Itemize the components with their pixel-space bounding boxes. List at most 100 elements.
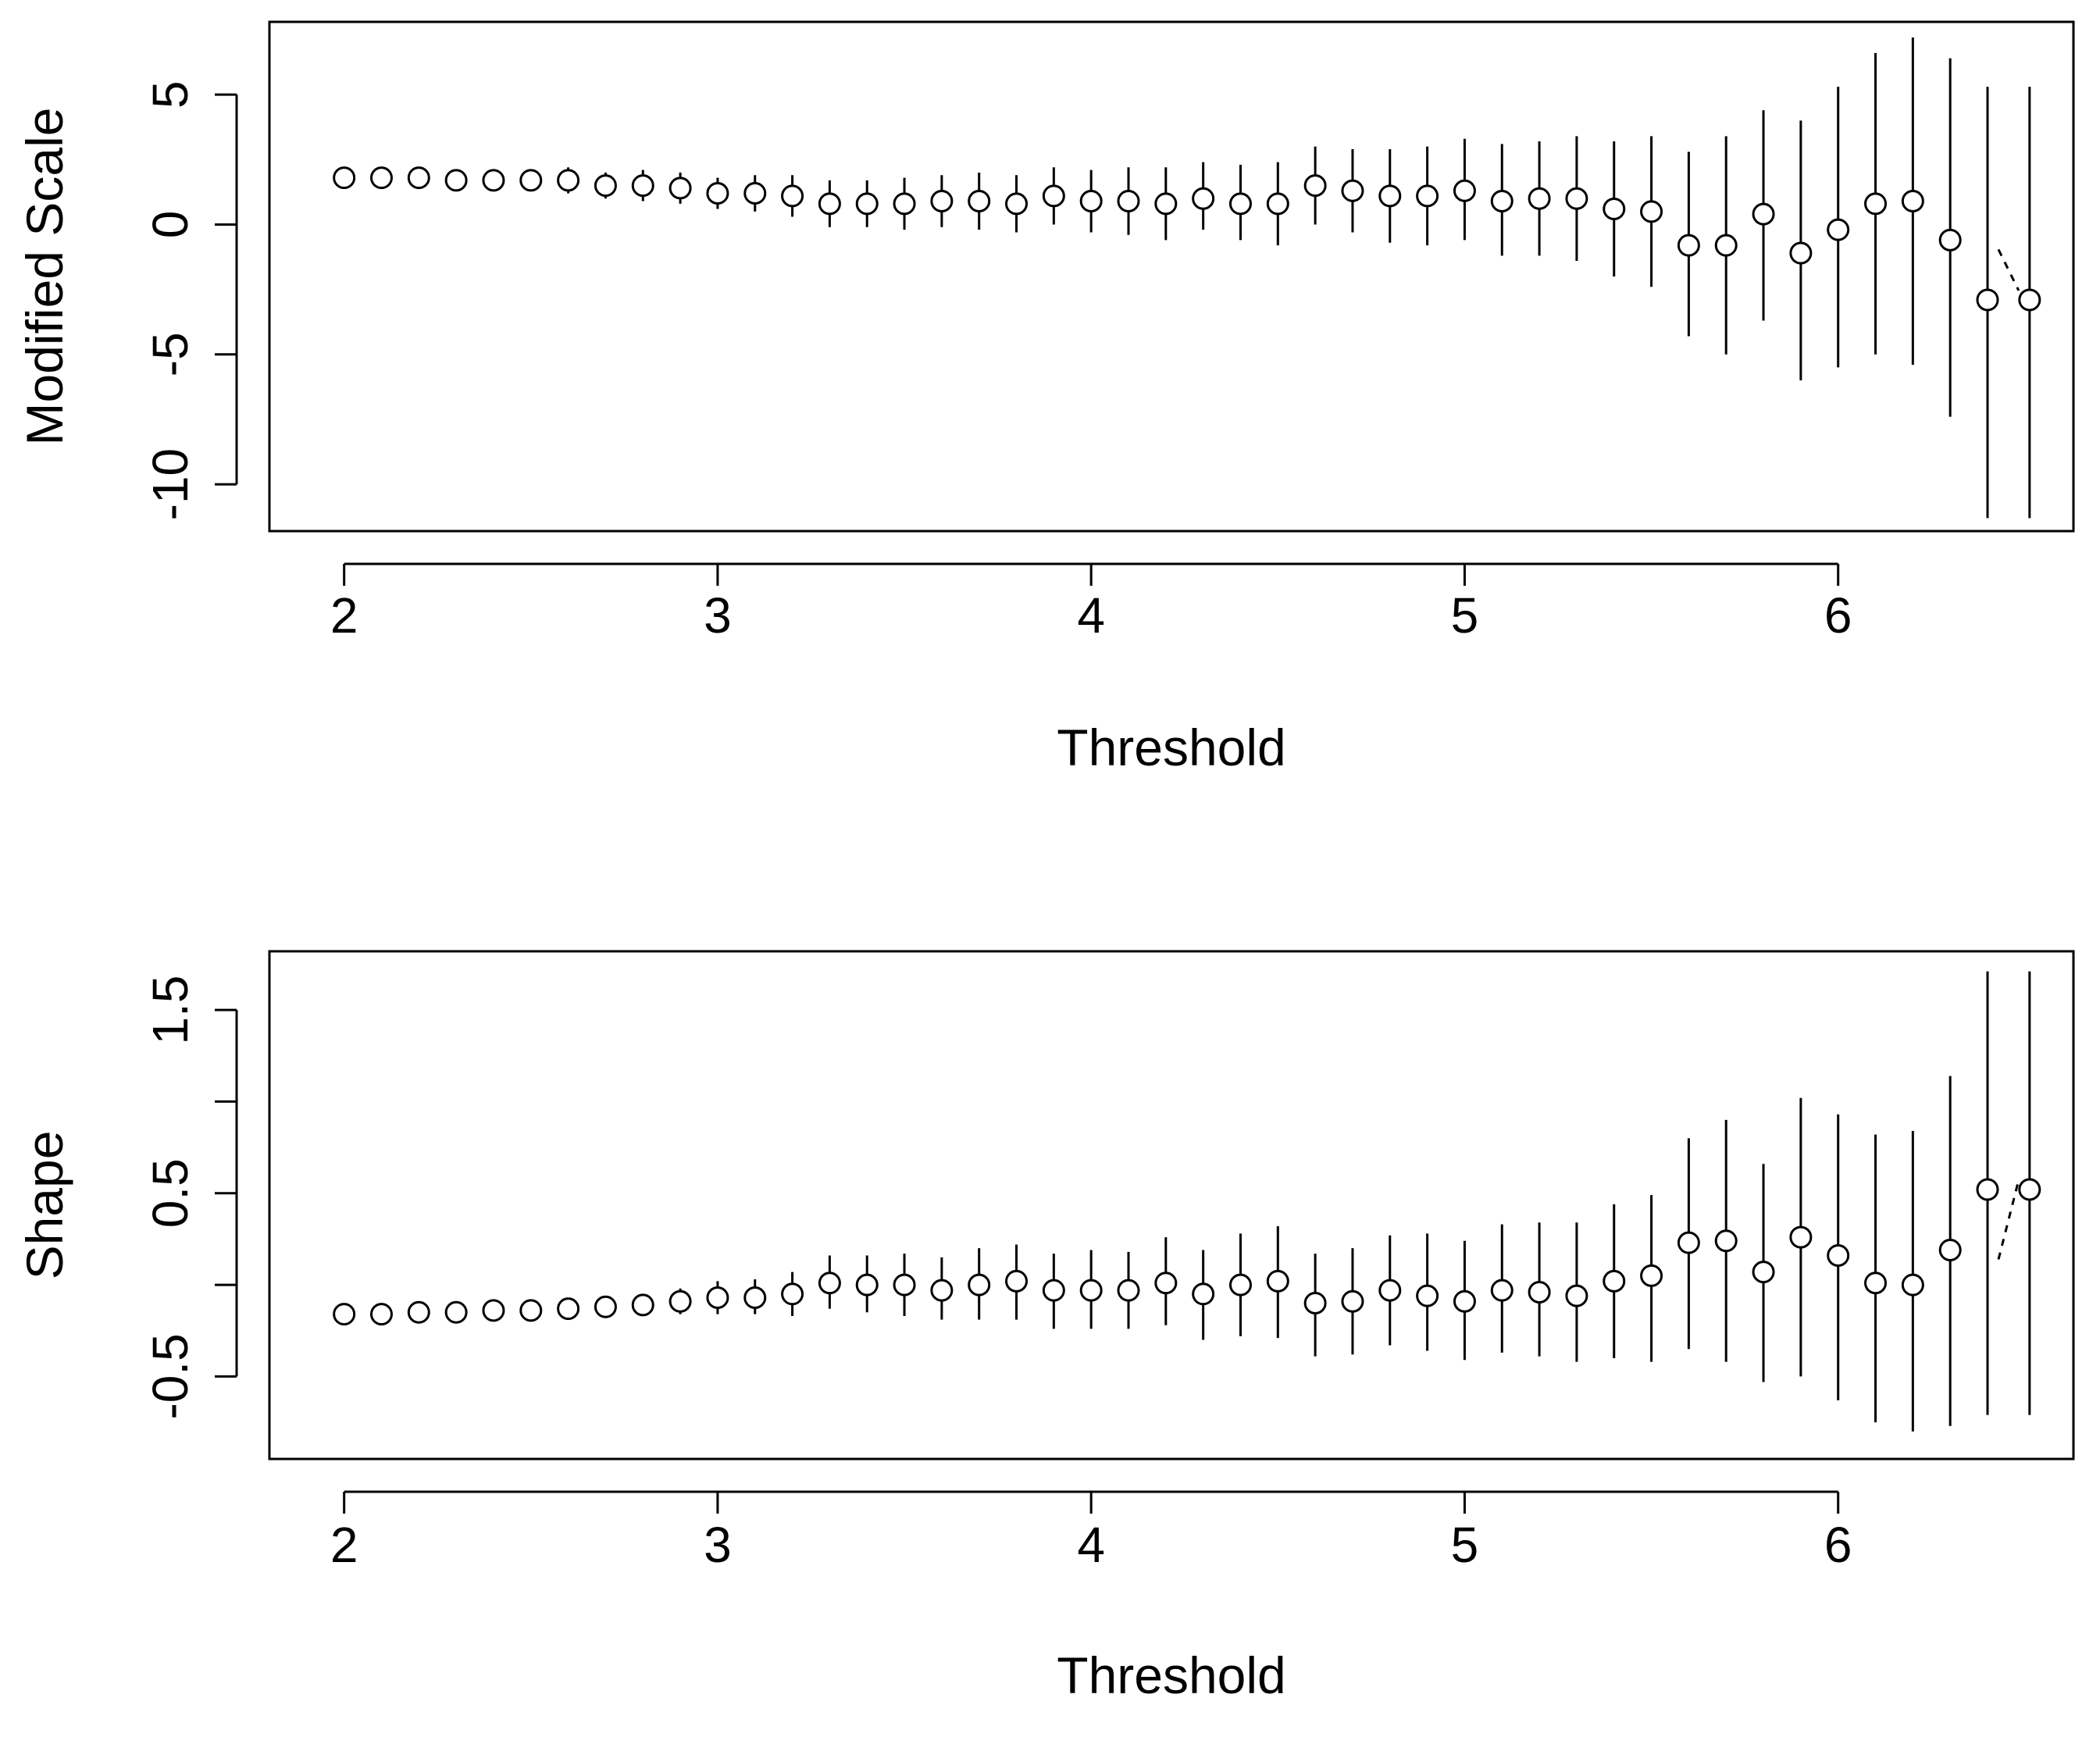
- y-tick-label: 1.5: [142, 976, 198, 1045]
- data-point: [1228, 1273, 1252, 1297]
- data-point: [519, 1299, 543, 1322]
- data-point: [1752, 1261, 1775, 1284]
- data-point: [893, 192, 916, 216]
- data-point: [669, 1289, 692, 1313]
- data-point: [444, 169, 468, 192]
- data-point: [1117, 190, 1140, 213]
- data-point: [1901, 190, 1924, 213]
- data-point: [1490, 190, 1513, 213]
- y-tick-label: 0.5: [142, 1158, 198, 1228]
- data-point: [1266, 192, 1289, 216]
- data-point: [1303, 1292, 1327, 1315]
- data-point: [1714, 1229, 1738, 1253]
- data-point: [930, 1279, 954, 1302]
- data-point: [1603, 198, 1626, 221]
- data-point: [2018, 288, 2041, 312]
- data-point: [1938, 1238, 1962, 1261]
- data-point: [855, 192, 879, 216]
- data-point: [1677, 1231, 1700, 1254]
- data-point: [2018, 1178, 2041, 1201]
- data-point: [743, 1286, 767, 1310]
- x-tick-label: 4: [1077, 1517, 1105, 1573]
- data-point: [557, 1297, 580, 1321]
- data-point: [1752, 202, 1775, 226]
- data-point: [557, 169, 580, 192]
- data-point: [1005, 1269, 1029, 1293]
- data-point: [1303, 174, 1327, 198]
- data-point: [1714, 234, 1738, 257]
- data-point: [893, 1273, 916, 1297]
- data-point: [1453, 1289, 1476, 1313]
- data-point: [369, 1303, 393, 1326]
- data-point: [1341, 1289, 1364, 1313]
- data-point: [482, 1299, 505, 1322]
- data-point: [1154, 192, 1178, 216]
- data-point: [1789, 241, 1813, 265]
- data-point: [1042, 184, 1065, 208]
- x-tick-label: 2: [330, 1517, 358, 1573]
- data-point: [1192, 1282, 1215, 1306]
- data-point: [1565, 1284, 1588, 1307]
- data-point: [1490, 1279, 1513, 1302]
- data-point: [1901, 1273, 1924, 1297]
- data-point: [1416, 1284, 1439, 1307]
- x-axis-title: Threshold: [1057, 719, 1286, 776]
- x-tick-label: 6: [1824, 1517, 1852, 1573]
- data-point: [1378, 1279, 1402, 1302]
- data-point: [1565, 187, 1588, 210]
- data-point: [781, 1282, 804, 1306]
- data-point: [407, 166, 430, 190]
- y-tick-label: 5: [142, 80, 198, 109]
- y-tick-label: -0.5: [142, 1333, 198, 1419]
- data-point: [743, 182, 767, 205]
- data-point: [444, 1300, 468, 1324]
- dashed-connector: [1997, 248, 2020, 291]
- data-point: [1341, 179, 1364, 202]
- x-axis-title: Threshold: [1057, 1646, 1286, 1704]
- data-point: [594, 174, 617, 198]
- data-point: [631, 174, 654, 198]
- data-point: [1154, 1272, 1178, 1295]
- data-point: [818, 1272, 841, 1295]
- data-point: [855, 1273, 879, 1297]
- data-point: [706, 182, 729, 205]
- data-point: [1603, 1269, 1626, 1293]
- data-point: [781, 184, 804, 208]
- modified-scale-panel: 2 3 4 5 6 -10 -5 0 5 Threshold Modified Scale: [16, 20, 2075, 776]
- data-point: [1266, 1269, 1289, 1293]
- data-point: [706, 1286, 729, 1310]
- data-point: [1416, 184, 1439, 208]
- data-point: [1677, 234, 1700, 257]
- data-point: [818, 192, 841, 216]
- x-tick-label: 3: [704, 1517, 732, 1573]
- data-point: [1640, 1264, 1663, 1287]
- x-tick-label: 3: [704, 587, 732, 644]
- x-tick-label: 6: [1824, 587, 1852, 644]
- data-point: [1976, 288, 1999, 312]
- data-point: [930, 190, 954, 213]
- data-point: [333, 1303, 356, 1326]
- y-tick-label: 0: [142, 211, 198, 239]
- y-tick-label: -10: [142, 448, 198, 521]
- data-point: [1228, 192, 1252, 216]
- dashed-connector: [1997, 1179, 2020, 1260]
- data-point: [968, 190, 991, 213]
- data-point: [1042, 1279, 1065, 1302]
- data-point: [1864, 192, 1888, 216]
- data-point: [1528, 187, 1551, 210]
- x-tick-label: 4: [1077, 587, 1105, 644]
- plot-frame: [268, 950, 2075, 1461]
- x-tick-label: 2: [330, 587, 358, 644]
- data-point: [669, 177, 692, 200]
- data-point: [519, 169, 543, 192]
- data-point: [1378, 184, 1402, 208]
- data-point: [1005, 192, 1029, 216]
- data-point: [1192, 187, 1215, 210]
- data-point: [1938, 228, 1962, 251]
- data-point: [1827, 1244, 1850, 1268]
- data-point: [1079, 190, 1103, 213]
- y-axis-title: Shape: [16, 1131, 73, 1280]
- x-tick-label: 5: [1451, 587, 1479, 644]
- data-point: [1079, 1279, 1103, 1302]
